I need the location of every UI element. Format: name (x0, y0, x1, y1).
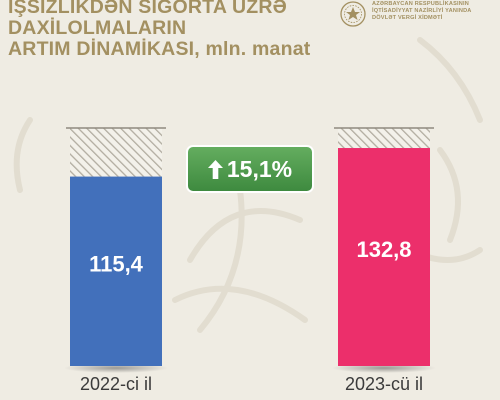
chart-title: İŞSİZLİKDƏN SIĞORTA ÜZRƏ DAXİLOLMALARIN … (8, 0, 310, 60)
category-label-2023: 2023-cü il (345, 374, 423, 394)
category-label-2022: 2022-ci il (80, 374, 152, 394)
org-line-3: DÖVLƏT VERGİ XİDMƏTİ (372, 15, 443, 22)
value-label-2023: 132,8 (356, 237, 411, 262)
bar-remainder-hatch-2022 (70, 128, 162, 177)
title-unit: mln. manat (205, 38, 311, 60)
arrow-up-icon (207, 159, 223, 179)
title-line-1: İŞSİZLİKDƏN SIĞORTA ÜZRƏ (8, 0, 288, 18)
organization-name: AZƏRBAYCAN RESPUBLİKASININ İQTİSADİYYAT … (372, 1, 472, 23)
emblem-logo (340, 1, 366, 27)
bar-remainder-hatch-2023 (338, 128, 430, 149)
bar-2022 (70, 176, 162, 366)
title-line-2: DAXİLOLMALARIN (8, 17, 187, 39)
growth-percent: 15,1% (226, 155, 293, 182)
bar-2023 (338, 148, 430, 366)
org-line-2: İQTİSADİYYAT NAZİRLİYİ YANINDA (372, 8, 472, 15)
growth-badge: 15,1% (186, 145, 314, 193)
title-line-3: ARTIM DİNAMİKASI, mln. manat (8, 39, 310, 60)
value-label-2022: 115,4 (89, 251, 144, 276)
title-line-3-text: ARTIM DİNAMİKASI, (8, 38, 200, 60)
labels-layer: 115,4 2022-ci il 132,8 2023-cü il (80, 237, 423, 394)
org-line-1: AZƏRBAYCAN RESPUBLİKASININ (372, 1, 470, 7)
bars-layer (64, 127, 436, 373)
